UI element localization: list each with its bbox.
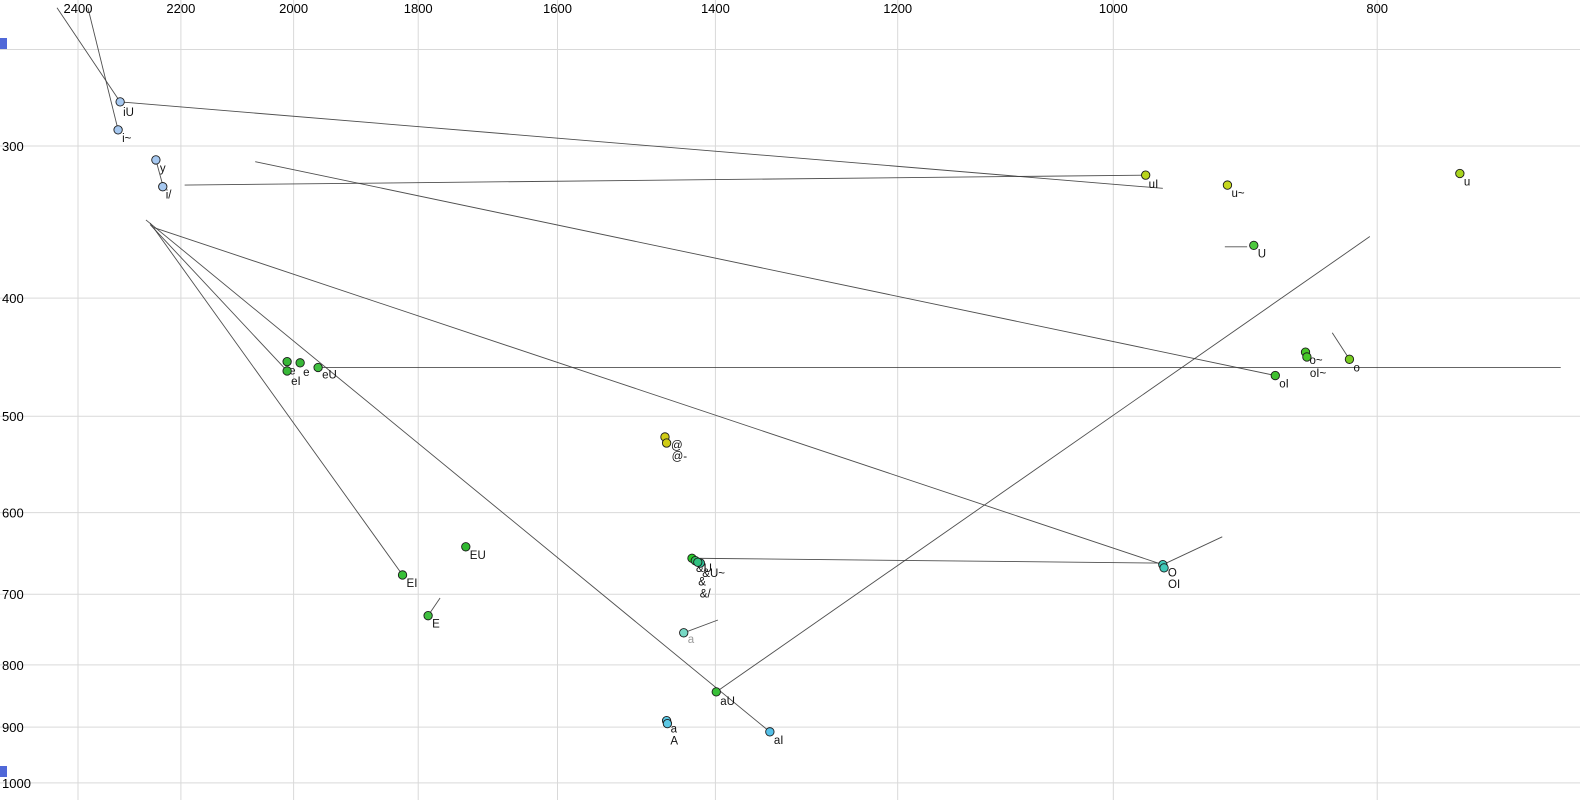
trajectory-line-O-tail: [1162, 536, 1223, 566]
y-tick-label: 500: [2, 409, 24, 424]
vowel-label: iU: [123, 107, 134, 119]
vowel-label: E: [432, 619, 440, 631]
vowel-point-aI[interactable]: [765, 727, 775, 737]
vowel-label: aU: [720, 696, 735, 708]
vowel-point-e[interactable]: [295, 358, 305, 368]
y-tick-label: 800: [2, 658, 24, 673]
vowel-label: &/: [700, 588, 712, 600]
x-tick-label: 2400: [64, 1, 93, 16]
vowel-label: u: [1464, 176, 1470, 188]
vowel-point-i/[interactable]: [158, 182, 168, 192]
x-tick-label: 2200: [166, 1, 195, 16]
vowel-label: O: [1168, 568, 1177, 580]
trajectory-line-i~-onset: [87, 7, 119, 130]
x-tick-label: 1000: [1099, 1, 1128, 16]
vowel-point-o[interactable]: [1344, 354, 1355, 364]
vowel-label: @: [671, 440, 683, 452]
vowel-point-u[interactable]: [1455, 168, 1465, 179]
vowel-label: uI: [1149, 179, 1159, 191]
vowel-label: eU: [322, 369, 337, 381]
y-tick-label: 300: [2, 139, 24, 154]
y-tick-label: 1000: [2, 776, 31, 791]
vowel-label: &U~: [702, 568, 725, 580]
vowel-point-u~[interactable]: [1222, 180, 1233, 190]
trajectory-line-eI: [149, 224, 288, 372]
trajectory-line-iU: [120, 101, 1163, 189]
trajectory-line-OI: [153, 227, 1163, 566]
vowel-point-OI[interactable]: [1159, 563, 1169, 573]
vowel-label: &: [698, 577, 706, 589]
vowel-label: a: [671, 724, 678, 736]
vowel-label: e: [303, 367, 309, 379]
y-tick-label: 900: [2, 720, 24, 735]
vowel-point-E[interactable]: [423, 611, 433, 621]
vowel-label: oI~: [1310, 368, 1327, 380]
trajectory-line-EI: [149, 222, 403, 576]
vowel-point-e[interactable]: [282, 357, 292, 367]
y-tick-label: 400: [2, 291, 24, 306]
trajectory-line-&U: [691, 557, 1161, 564]
vowel-label: e: [289, 366, 295, 378]
vowel-label: @-: [672, 451, 688, 463]
x-tick-label: 1200: [883, 1, 912, 16]
trajectory-line-o-tail: [1331, 332, 1350, 360]
y-tick-label: 600: [2, 506, 24, 521]
vowel-point-EU[interactable]: [461, 542, 471, 552]
vowel-label: OI: [1168, 579, 1180, 591]
vowel-point-oI~[interactable]: [1302, 352, 1312, 362]
vowel-label: EU: [470, 550, 486, 562]
vowel-label: a: [688, 634, 695, 646]
vowel-point-EI[interactable]: [397, 570, 408, 580]
vowel-label: oI: [1279, 379, 1289, 391]
vowel-label: u~: [1231, 188, 1244, 200]
vowel-point-oI[interactable]: [1270, 370, 1280, 381]
vowel-point-eI[interactable]: [282, 366, 292, 376]
scroll-marker-bottom[interactable]: [0, 766, 7, 777]
x-tick-label: 800: [1366, 1, 1388, 16]
trajectory-line-a-tail: [683, 619, 719, 634]
vowel-point-a[interactable]: [679, 628, 689, 638]
x-tick-label: 1400: [701, 1, 730, 16]
vowel-point-A[interactable]: [662, 718, 673, 729]
vowel-point-@-[interactable]: [661, 438, 672, 448]
vowel-label: i/: [166, 190, 173, 202]
vowel-point-iU[interactable]: [115, 97, 125, 107]
vowel-point-i~[interactable]: [113, 125, 123, 135]
y-tick-label: 700: [2, 587, 24, 602]
x-tick-label: 1800: [404, 1, 433, 16]
trajectory-line-aI: [145, 219, 771, 733]
vowel-label: o: [1353, 362, 1359, 374]
trajectory-line-uI: [184, 174, 1146, 186]
trajectory-line-oI: [255, 161, 1276, 376]
x-tick-label: 1600: [543, 1, 572, 16]
vowel-point-&/[interactable]: [693, 557, 703, 567]
vowel-point-eU[interactable]: [313, 362, 323, 373]
vowel-label: o~: [1310, 355, 1323, 367]
vowel-point-y[interactable]: [151, 155, 161, 165]
vowel-label: EI: [407, 578, 418, 590]
vowel-point-U[interactable]: [1249, 240, 1259, 251]
trajectory-line-iU-onset: [56, 7, 121, 103]
scroll-marker-top[interactable]: [0, 38, 7, 49]
vowel-label: y: [160, 163, 166, 175]
vowel-label: aI: [774, 735, 784, 747]
trajectory-line-aU: [715, 236, 1371, 693]
vowel-point-aU[interactable]: [711, 687, 721, 697]
vowel-label: eI: [291, 376, 301, 388]
vowel-label: i~: [122, 133, 132, 145]
vowel-label: U: [1258, 248, 1266, 260]
vowel-label: A: [670, 736, 678, 748]
vowel-point-uI[interactable]: [1141, 170, 1151, 180]
x-tick-label: 2000: [279, 1, 308, 16]
